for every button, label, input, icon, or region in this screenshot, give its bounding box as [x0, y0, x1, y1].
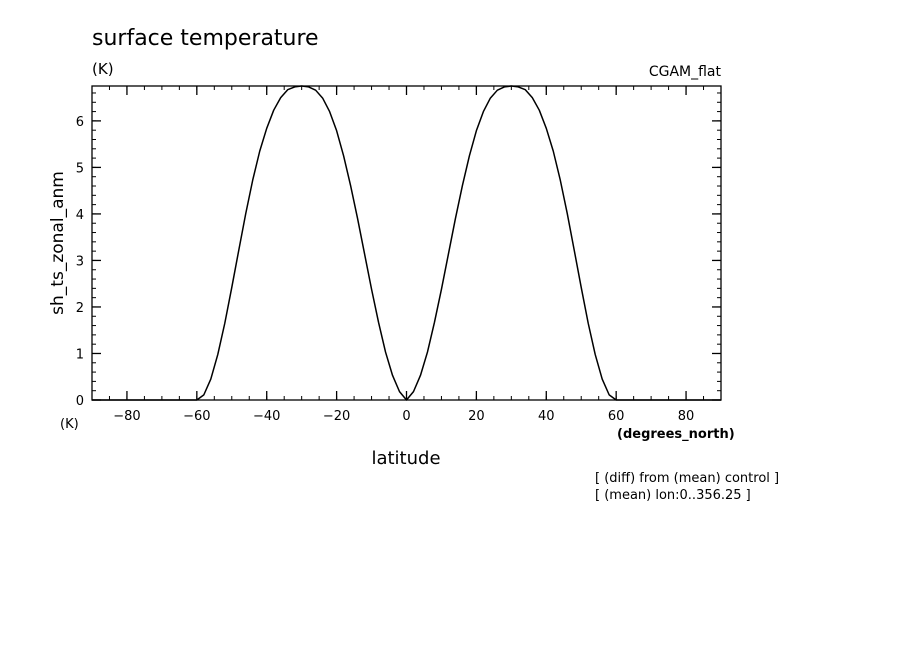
series-layer [92, 85, 721, 401]
x-tick-label: 20 [468, 409, 485, 424]
y-tick-label: 1 [76, 347, 84, 362]
x-units-label: (degrees_north) [617, 427, 735, 442]
x-axis-label: latitude [371, 448, 440, 469]
units-label: (K) [92, 60, 114, 78]
y-tick-label: 6 [76, 115, 84, 130]
x-tick-label: 0 [402, 409, 410, 424]
note-line-1: [ (diff) from (mean) control ] [595, 471, 779, 486]
y-tick-label: 3 [76, 254, 84, 269]
y-axis-label: sh_ts_zonal_anm [48, 171, 68, 315]
y-units-bottom-label: (K) [60, 417, 79, 432]
note-line-2: [ (mean) lon:0..356.25 ] [595, 488, 751, 503]
y-minor-ticks [92, 92, 721, 401]
plot-frame [91, 85, 722, 401]
x-minor-ticks [91, 86, 722, 400]
x-tick-label: −60 [183, 409, 210, 424]
y-tick-label: 0 [76, 394, 84, 409]
y-tick-label: 2 [76, 301, 84, 316]
x-tick-labels: −80 −60 −40 −20 0 20 40 60 80 [113, 409, 694, 424]
y-tick-label: 4 [76, 208, 84, 223]
x-tick-label: 60 [608, 409, 625, 424]
x-tick-label: 80 [678, 409, 695, 424]
y-tick-label: 5 [76, 161, 84, 176]
x-major-ticks [126, 86, 687, 400]
x-tick-label: 40 [538, 409, 555, 424]
series-line [92, 85, 721, 401]
dataset-label: CGAM_flat [649, 64, 722, 80]
x-tick-label: −20 [323, 409, 350, 424]
y-major-ticks [92, 120, 721, 401]
chart-title: surface temperature [92, 26, 319, 51]
x-tick-label: −40 [253, 409, 280, 424]
y-tick-labels: 0 1 2 3 4 5 6 [76, 115, 84, 409]
x-tick-label: −80 [113, 409, 140, 424]
